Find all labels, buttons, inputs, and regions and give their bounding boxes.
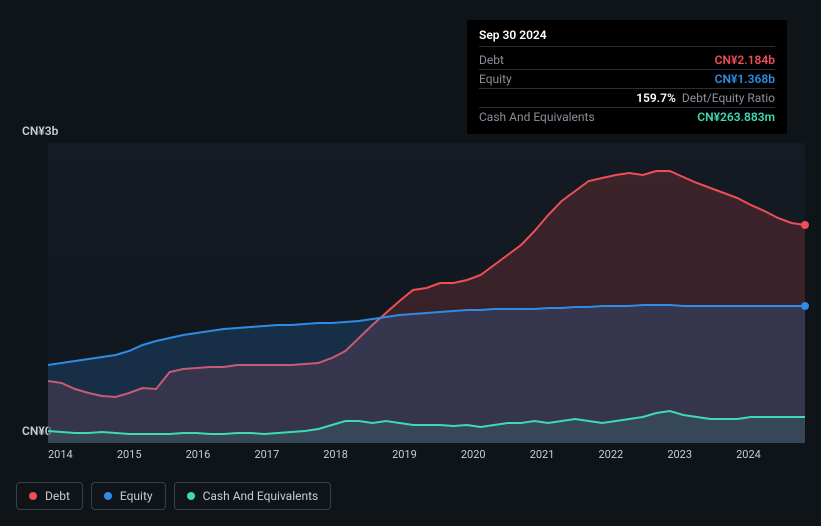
legend-dot-icon <box>187 492 195 500</box>
tooltip-row: Debt CN¥2.184b <box>479 51 775 70</box>
tooltip-row-label: Equity <box>479 72 512 86</box>
x-axis-tick: 2015 <box>117 448 186 461</box>
series-end-marker <box>801 302 809 310</box>
tooltip-row: Cash And Equivalents CN¥263.883m <box>479 108 775 126</box>
tooltip-row-value: CN¥2.184b <box>715 53 775 67</box>
chart-tooltip: Sep 30 2024 Debt CN¥2.184b Equity CN¥1.368b… <box>467 20 787 134</box>
tooltip-row-value: CN¥263.883m <box>697 110 775 124</box>
tooltip-row-label: Cash And Equivalents <box>479 110 595 124</box>
legend-item[interactable]: Equity <box>91 482 166 510</box>
series-end-marker <box>801 221 809 229</box>
legend-dot-icon <box>104 492 112 500</box>
x-axis-tick: 2023 <box>667 448 736 461</box>
tooltip-row-label: Debt <box>479 53 504 67</box>
tooltip-row: Equity CN¥1.368b <box>479 70 775 89</box>
legend-dot-icon <box>29 492 37 500</box>
legend-item[interactable]: Cash And Equivalents <box>174 482 332 510</box>
chart-area <box>16 143 805 443</box>
tooltip-rows: Debt CN¥2.184b Equity CN¥1.368b 159.7%Debt/E… <box>479 51 775 126</box>
x-axis-tick: 2017 <box>254 448 323 461</box>
x-axis-tick: 2021 <box>530 448 599 461</box>
x-axis-tick: 2022 <box>599 448 668 461</box>
legend-label: Equity <box>120 489 153 503</box>
tooltip-date: Sep 30 2024 <box>479 28 775 47</box>
x-axis-tick: 2024 <box>736 448 805 461</box>
tooltip-row: 159.7%Debt/Equity Ratio <box>479 89 775 108</box>
x-axis: 2014201520162017201820192020202120222023… <box>48 448 805 461</box>
x-axis-tick: 2019 <box>392 448 461 461</box>
x-axis-tick: 2018 <box>323 448 392 461</box>
x-axis-tick: 2014 <box>48 448 117 461</box>
x-axis-tick: 2020 <box>461 448 530 461</box>
legend-label: Cash And Equivalents <box>203 489 319 503</box>
legend-label: Debt <box>45 489 70 503</box>
tooltip-row-value: 159.7%Debt/Equity Ratio <box>636 91 775 105</box>
legend-item[interactable]: Debt <box>16 482 83 510</box>
x-axis-tick: 2016 <box>186 448 255 461</box>
tooltip-row-value: CN¥1.368b <box>715 72 775 86</box>
y-axis-label-max: CN¥3b <box>22 124 58 138</box>
chart-svg <box>48 143 805 443</box>
chart-legend: Debt Equity Cash And Equivalents <box>16 482 331 510</box>
